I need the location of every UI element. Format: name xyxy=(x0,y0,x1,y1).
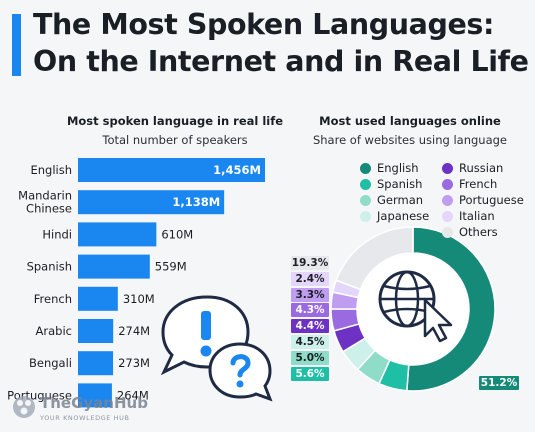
right-chart-subheading: Share of websites using language xyxy=(312,133,508,147)
page-title-line-2: On the Internet and in Real Life xyxy=(33,45,529,78)
value-label-spanish: 559M xyxy=(155,260,187,274)
donut-value-label-italian: 2.4% xyxy=(291,271,329,286)
category-label-spanish: Spanish xyxy=(27,260,72,274)
legend-swatch-german xyxy=(360,194,371,206)
legend-label-russian: Russian xyxy=(459,161,504,175)
legend-swatch-russian xyxy=(442,162,453,174)
bar-arabic xyxy=(78,319,114,343)
brand-logo-icon xyxy=(13,396,35,418)
legend-label-german: German xyxy=(377,193,424,207)
legend-label-others: Others xyxy=(459,225,498,239)
value-label-mandarin-chinese: 1,138M xyxy=(172,195,220,209)
brand-logo-tagline: YOUR KNOWLEDGE HUB xyxy=(40,414,130,422)
donut-value-label-german: 5.0% xyxy=(291,350,329,365)
legend-item-french: French xyxy=(442,177,497,191)
cursor-arrow-icon xyxy=(423,298,453,343)
legend-item-italian: Italian xyxy=(442,209,495,223)
legend-label-english: English xyxy=(377,161,419,175)
legend-item-portuguese: Portuguese xyxy=(442,193,524,207)
bar-portuguese xyxy=(78,383,112,408)
category-label-arabic: Arabic xyxy=(36,324,72,338)
value-label-arabic: 274M xyxy=(118,324,150,338)
legend-item-others: Others xyxy=(442,225,498,239)
donut-value-label-others: 19.3% xyxy=(291,256,329,270)
legend-item-japanese: Japanese xyxy=(360,209,429,223)
category-label-bengali: Bengali xyxy=(29,356,72,370)
bar-hindi xyxy=(78,222,157,247)
title-accent-bar xyxy=(12,14,21,76)
category-label-hindi: Hindi xyxy=(42,227,72,241)
bar-bengali xyxy=(78,351,114,376)
legend-swatch-spanish xyxy=(360,178,371,190)
legend-swatch-french xyxy=(442,178,453,190)
bar-english xyxy=(78,158,265,182)
legend-label-spanish: Spanish xyxy=(377,177,423,191)
legend-item-english: English xyxy=(360,161,419,175)
question-bubble-icon xyxy=(208,342,273,402)
legend-label-french: French xyxy=(459,177,498,191)
value-label-hindi: 610M xyxy=(161,227,193,241)
legend-swatch-italian xyxy=(442,210,453,222)
category-label-mandarin-chinese: Mandarin Chinese xyxy=(18,189,72,216)
legend-label-japanese: Japanese xyxy=(377,209,430,223)
value-label-portuguese: 264M xyxy=(117,388,149,402)
bar-spanish xyxy=(78,254,150,279)
brand-logo-name: TheGyanHub xyxy=(40,394,148,412)
donut-value-label-portuguese: 3.3% xyxy=(291,287,329,302)
legend-swatch-japanese xyxy=(360,210,371,222)
donut-value-label-english: 51.2% xyxy=(479,376,519,390)
right-chart-heading: Most used languages online xyxy=(319,114,501,128)
bar-french xyxy=(78,286,118,311)
category-label-french: French xyxy=(34,292,72,306)
donut-value-label-russian: 4.4% xyxy=(291,319,329,334)
legend-swatch-english xyxy=(360,162,371,174)
left-chart-heading: Most spoken language in real life xyxy=(66,114,284,128)
donut-slice-others xyxy=(335,226,414,291)
donut-value-label-spanish: 5.6% xyxy=(291,366,329,381)
legend-item-german: German xyxy=(360,193,423,207)
legend-item-russian: Russian xyxy=(442,161,503,175)
page-title-line-1: The Most Spoken Languages: xyxy=(33,8,494,41)
legend-label-portuguese: Portuguese xyxy=(459,193,524,207)
legend-label-italian: Italian xyxy=(459,209,495,223)
page-title: The Most Spoken Languages: On the Intern… xyxy=(33,6,533,80)
category-label-english: English xyxy=(30,163,72,177)
donut-value-label-french: 4.3% xyxy=(291,303,329,318)
donut-value-label-japanese: 4.5% xyxy=(291,335,329,349)
legend-swatch-others xyxy=(442,226,453,238)
value-label-english: 1,456M xyxy=(213,163,261,177)
donut-slice-english xyxy=(406,226,496,392)
value-label-bengali: 273M xyxy=(118,356,150,370)
legend-item-spanish: Spanish xyxy=(360,177,422,191)
bar-mandarin-chinese xyxy=(78,190,225,215)
value-label-french: 310M xyxy=(123,292,155,306)
left-chart-subheading: Total number of speakers xyxy=(102,133,248,147)
legend-swatch-portuguese xyxy=(442,194,453,206)
